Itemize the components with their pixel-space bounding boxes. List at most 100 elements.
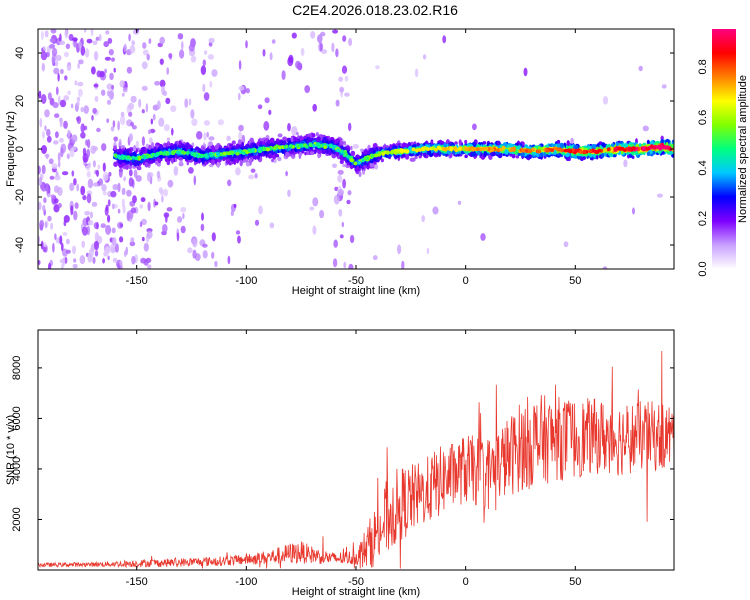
spectrogram-cell <box>48 158 54 165</box>
spectrogram-cell <box>110 126 115 132</box>
spectrogram-cell <box>631 155 635 159</box>
spectrogram-cell <box>296 132 299 136</box>
spectrogram-cell <box>133 145 137 152</box>
spectrogram-cell <box>573 144 579 150</box>
spectrogram-cell <box>291 126 298 136</box>
spectrogram-cell <box>70 205 74 216</box>
spectrogram-cell <box>610 143 615 148</box>
spectrogram-cell <box>328 143 333 148</box>
spectrogram-cell <box>357 160 362 165</box>
spectrogram-cell <box>76 96 81 102</box>
spectrogram-cell <box>73 258 77 263</box>
spectrogram-cell <box>523 67 528 77</box>
spectrogram-cell <box>166 67 169 75</box>
x-tick-label: -150 <box>126 576 148 588</box>
y-tick-label: 2000 <box>11 507 23 531</box>
spectrogram-cell <box>129 241 136 247</box>
spectrogram-cell <box>334 186 339 191</box>
spectrogram-cell <box>58 160 61 168</box>
spectrogram-cell <box>174 143 178 149</box>
y-tick-label: 20 <box>14 95 26 107</box>
spectrogram-cell <box>545 148 550 153</box>
spectrogram-cell <box>120 111 125 118</box>
spectrogram-cell <box>101 89 106 96</box>
spectrogram-cell <box>363 149 368 155</box>
spectrogram-cell <box>142 42 147 49</box>
spectrogram-cell <box>185 151 190 155</box>
spectrogram-cell <box>166 207 173 212</box>
spectrogram-cell <box>162 224 168 233</box>
spectrogram-cell <box>475 147 480 152</box>
spectrogram-cell <box>111 57 115 62</box>
spectrogram-cell <box>109 89 115 100</box>
spectrogram-cell <box>411 144 417 148</box>
spectrogram-cell <box>106 118 110 123</box>
spectrogram-cell <box>107 37 113 44</box>
spectrogram-cell <box>222 157 226 162</box>
spectrogram-cell <box>521 148 526 153</box>
spectrogram-cell <box>146 172 152 182</box>
spectrogram-cell <box>559 142 564 149</box>
spectrogram-cell <box>397 244 402 255</box>
spectrogram-cell <box>238 131 243 141</box>
spectrogram-cell <box>40 51 48 61</box>
spectrogram-cell <box>138 98 142 108</box>
spectrogram-cell <box>312 103 318 112</box>
spectrogram-cell <box>300 47 305 57</box>
spectrogram-cell <box>350 151 355 157</box>
spectrogram-cell <box>107 199 111 207</box>
spectrogram-cell <box>190 147 194 152</box>
spectrogram-cell <box>524 149 529 153</box>
spectrogram-cell <box>320 150 326 154</box>
spectrogram-cell <box>71 134 78 143</box>
spectrogram-cell <box>247 148 252 153</box>
spectrogram-cell <box>67 129 71 140</box>
spectrogram-cell <box>337 169 344 175</box>
spectrogram-cell <box>332 163 337 169</box>
spectrogram-cell <box>121 92 125 97</box>
spectrogram-cell <box>61 263 64 269</box>
spectrogram-cell <box>372 255 378 261</box>
spectrogram-cell <box>457 147 462 151</box>
spectrogram-cell <box>556 143 561 148</box>
spectrogram-cell <box>464 139 468 144</box>
spectrogram-cell <box>238 124 244 132</box>
spectrogram-cell <box>268 109 272 116</box>
spectrogram-cell <box>483 151 487 156</box>
y-tick-label: 4000 <box>11 457 23 481</box>
spectrogram-cell <box>211 232 216 242</box>
spectrogram-cell <box>332 144 337 149</box>
spectrogram-cell <box>374 153 378 158</box>
spectrogram-cell <box>96 169 99 177</box>
spectrogram-cell <box>149 137 153 144</box>
spectrogram-cell <box>148 160 154 164</box>
spectrogram-cell <box>80 45 86 56</box>
spectrogram-cell <box>276 141 282 145</box>
spectrogram-cell <box>173 166 179 176</box>
spectrogram-cell <box>67 90 71 95</box>
spectrogram-cell <box>287 123 291 132</box>
snr-series-line <box>38 350 674 569</box>
spectrogram-cell <box>55 131 59 139</box>
spectrogram-cell <box>546 144 549 149</box>
spectrogram-cell <box>516 145 522 150</box>
spectrogram-cell <box>227 179 232 187</box>
spectrogram-cell <box>346 162 351 166</box>
spectrogram-cell <box>515 150 520 154</box>
spectrogram-cell <box>97 164 101 170</box>
spectrogram-cell <box>96 222 99 230</box>
spectrogram-cell <box>258 205 263 215</box>
x-tick-label: -50 <box>348 576 364 588</box>
spectrogram-cell <box>588 149 592 153</box>
spectrogram-cell <box>490 151 496 157</box>
spectrogram-cell <box>226 135 231 141</box>
spectrogram-cell <box>610 146 614 153</box>
spectrogram-cell <box>122 87 128 93</box>
spectrogram-cell <box>335 48 339 58</box>
spectrogram-cell <box>337 189 345 196</box>
spectrogram-cell <box>411 147 416 152</box>
spectrogram-cell <box>288 144 293 148</box>
spectrogram-cell <box>199 154 204 159</box>
x-axis-label: Height of straight line (km) <box>292 586 420 598</box>
